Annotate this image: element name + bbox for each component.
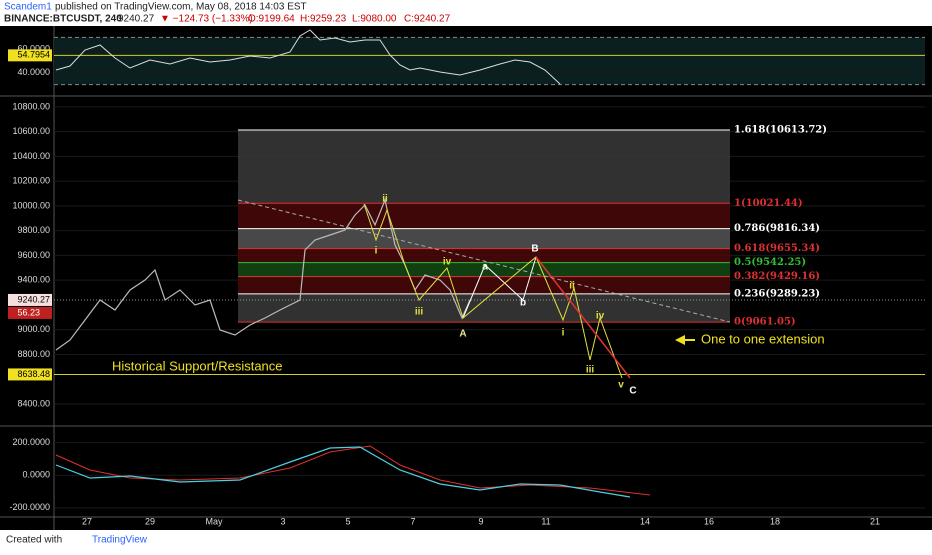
- fib-label: 0.382(9429.16): [734, 271, 820, 282]
- footer-brand: TradingView: [92, 535, 148, 546]
- wave-label: iv: [443, 257, 452, 268]
- y-tick-label: 9400.00: [17, 275, 50, 285]
- fib-label: 0.786(9816.34): [734, 223, 820, 234]
- arrow: [675, 335, 685, 345]
- y-tick-label: 10400.00: [12, 151, 50, 161]
- wave-label: iii: [415, 307, 424, 318]
- y-tick-label: 0.0000: [22, 470, 50, 480]
- x-tick-label: 14: [640, 516, 650, 526]
- rsi-marker-label: 54.7954: [17, 50, 50, 60]
- macd-signal: [55, 445, 651, 496]
- rsi-band: [54, 37, 925, 85]
- y-tick-label: 200.0000: [12, 437, 50, 447]
- fib-label: 1.618(10613.72): [734, 124, 827, 135]
- fib-label: 0(9061.05): [734, 317, 796, 328]
- support-label: 8638.48: [17, 369, 50, 379]
- wave-label: a: [482, 262, 488, 273]
- x-tick-label: 16: [704, 516, 714, 526]
- change: ▼ −124.73 (−1.33%): [160, 14, 253, 25]
- countdown-box: [8, 306, 52, 319]
- wave-label: C: [629, 386, 636, 397]
- fib-label: 1(10021.44): [734, 198, 803, 209]
- wave-path: [462, 256, 537, 319]
- macd-line: [55, 446, 631, 498]
- wave-label: A: [459, 329, 466, 340]
- annotation: One to one extension: [701, 331, 825, 346]
- x-tick-label: 18: [770, 516, 780, 526]
- y-tick-label: 9600.00: [17, 250, 50, 260]
- wave-label: b: [520, 298, 526, 309]
- y-tick-label: 10200.00: [12, 176, 50, 186]
- symbol: BINANCE:BTCUSDT, 240: [4, 14, 122, 25]
- y-tick-label: 10800.00: [12, 101, 50, 111]
- open: O:9199.64: [248, 14, 295, 25]
- y-tick-label: 40.0000: [17, 67, 50, 77]
- footer-bg: [0, 530, 932, 550]
- close: C:9240.27: [404, 14, 451, 25]
- x-tick-label: 29: [145, 516, 155, 526]
- wave-label: B: [531, 244, 538, 255]
- fib-label: 0.618(9655.34): [734, 243, 820, 254]
- fib-label: 0.236(9289.23): [734, 288, 820, 299]
- wave-path: [363, 203, 623, 379]
- wave-label: ii: [382, 194, 388, 205]
- x-tick-label: 5: [345, 516, 350, 526]
- wave-label: i: [375, 246, 378, 257]
- chart-layer: 60.0000 40.0000 54.7954 10800.00 10600.00 104…: [8, 36, 925, 526]
- support-text: Historical Support/Resistance: [112, 358, 283, 373]
- y-tick-label: 10600.00: [12, 126, 50, 136]
- fib-band: [238, 276, 730, 294]
- last-price: 9240.27: [118, 14, 155, 25]
- fib-label: 0.5(9542.25): [734, 257, 806, 268]
- wave-label: iii: [586, 365, 595, 376]
- x-tick-label: 11: [541, 516, 550, 526]
- x-tick-label: 27: [82, 516, 92, 526]
- x-tick-label: May: [205, 516, 223, 526]
- last-label: 9240.27: [17, 294, 50, 304]
- published: published on TradingView.com, May 08, 20…: [55, 2, 307, 13]
- support-box: [8, 368, 52, 381]
- countdown-label: 56.23: [17, 307, 40, 317]
- fib-band: [238, 248, 730, 263]
- x-tick-label: 21: [870, 516, 880, 526]
- fib-band: [238, 203, 730, 229]
- trend-line: [237, 199, 731, 323]
- wave-label: i: [562, 328, 565, 339]
- fib-band: [238, 262, 730, 277]
- y-tick-label: -200.0000: [9, 502, 50, 512]
- wave-label: iv: [596, 311, 605, 322]
- wave-label: v: [618, 380, 624, 391]
- wave-label: ii: [569, 281, 575, 292]
- x-tick-label: 7: [410, 516, 415, 526]
- low: L:9080.00: [352, 14, 397, 25]
- y-tick-label: 8400.00: [17, 398, 50, 408]
- y-tick-label: 10000.00: [12, 200, 50, 210]
- fib-band: [238, 129, 730, 204]
- high: H:9259.23: [300, 14, 347, 25]
- y-tick-label: 9000.00: [17, 324, 50, 334]
- rsi-line: [55, 29, 561, 85]
- x-tick-label: 9: [478, 516, 483, 526]
- fib-band: [238, 228, 730, 249]
- x-tick-label: 3: [280, 516, 285, 526]
- header-bg: [0, 0, 932, 26]
- footer-text: Created with: [6, 535, 62, 546]
- y-tick-label: 60.0000: [17, 44, 50, 54]
- last-box: [8, 293, 52, 306]
- y-tick-label: 9800.00: [17, 225, 50, 235]
- rsi-marker-box: [8, 49, 52, 62]
- wave-path: [535, 256, 631, 379]
- author: Scandem1: [4, 2, 52, 13]
- fib-band: [238, 293, 730, 323]
- y-tick-label: 8800.00: [17, 349, 50, 359]
